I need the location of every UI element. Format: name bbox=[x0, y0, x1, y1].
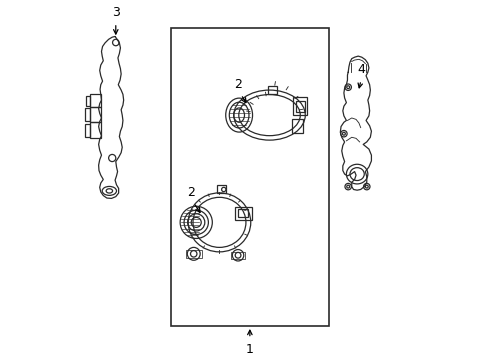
Bar bbox=[295, 101, 304, 112]
Text: 1: 1 bbox=[245, 343, 253, 356]
Text: 4: 4 bbox=[357, 63, 365, 76]
Bar bbox=[292, 97, 306, 115]
Text: 2: 2 bbox=[186, 186, 194, 199]
Bar bbox=[85, 108, 90, 121]
Text: 2: 2 bbox=[234, 78, 242, 91]
Bar bbox=[171, 27, 328, 326]
Bar bbox=[267, 86, 276, 94]
Bar bbox=[85, 124, 90, 136]
Bar bbox=[90, 94, 102, 107]
Bar bbox=[238, 209, 248, 217]
Bar bbox=[90, 107, 102, 122]
Bar bbox=[217, 185, 226, 193]
Text: 3: 3 bbox=[112, 6, 120, 19]
Bar bbox=[185, 249, 201, 258]
Bar bbox=[86, 96, 90, 106]
Bar bbox=[291, 119, 302, 133]
Bar bbox=[234, 207, 251, 220]
Bar bbox=[230, 252, 244, 259]
Bar bbox=[90, 122, 102, 138]
